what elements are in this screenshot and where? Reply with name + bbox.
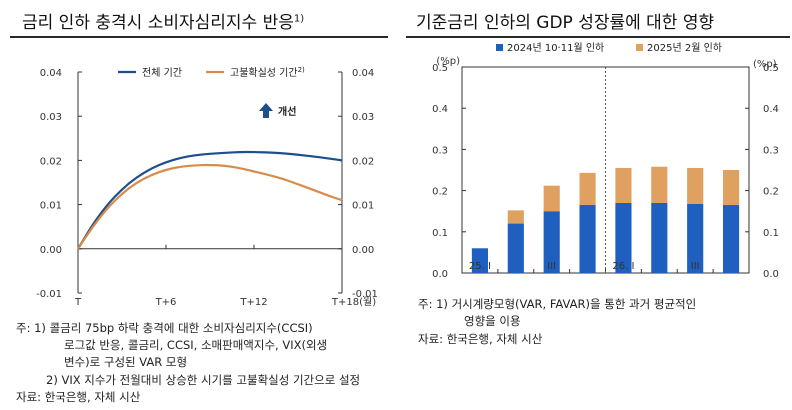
y-tick-label: -0.01 — [36, 289, 62, 300]
y2-unit-label: (%p) — [753, 59, 777, 70]
x-tick-label: 26. I — [612, 261, 634, 272]
x-tick-label: T+12 — [239, 297, 267, 308]
left-chart-panel: 금리 인하 충격시 소비자심리지수 반응1) -0.01 0.00 0.01 0.02… — [10, 8, 388, 404]
legend-label-footnote: 2) — [298, 66, 305, 74]
left-note-line-4: 2) VIX 지수가 전월대비 상승한 시기를 고불확실성 기간으로 설정 — [46, 373, 361, 387]
y2-tick-label: 0.5 — [763, 63, 779, 74]
x-tick-label: III — [691, 261, 700, 272]
bar-2024-cut — [507, 223, 524, 273]
y2-tick-label: 0.04 — [352, 68, 374, 79]
x-tick-label: 25. I — [469, 261, 491, 272]
right-note-line-2: 영향을 이용 — [464, 314, 521, 328]
y-tick-label: 0.01 — [40, 201, 62, 212]
right-note-line-1: 주: 1) 거시계량모형(VAR, FAVAR)을 통한 과거 평균적인 — [418, 297, 697, 311]
y2-tick-label: -0.01 — [352, 289, 378, 300]
bar-2025-cut — [687, 167, 704, 204]
left-title-rule — [10, 36, 388, 38]
y-tick-label: 0.03 — [40, 112, 62, 123]
y-tick-label: 0.4 — [432, 104, 448, 115]
bar-2025-cut — [507, 210, 524, 224]
y-tick-label: 0.5 — [432, 63, 448, 74]
bar-2025-cut — [579, 172, 596, 206]
y-tick-label: 0.2 — [432, 187, 448, 198]
bar-2024-cut — [687, 203, 704, 273]
left-source-line: 자료: 한국은행, 자체 시산 — [16, 390, 141, 404]
left-chart-title-text: 금리 인하 충격시 소비자심리지수 반응 — [22, 13, 294, 33]
left-line-chart: -0.01 0.00 0.01 0.02 0.03 0.04 -0.01 0.00 0.01 0.… — [36, 66, 378, 308]
y2-tick-label: 0.0 — [763, 269, 779, 280]
series-line-high-uncertainty — [77, 163, 343, 250]
bar-2024-cut — [722, 205, 740, 273]
x-tick-label: T+18(월) — [331, 296, 376, 308]
plot-frame — [461, 66, 750, 274]
right-source-line: 자료: 한국은행, 자체 시산 — [418, 332, 543, 346]
left-note-line-3: 변수)로 구성된 VAR 모형 — [64, 355, 188, 369]
bar-2025-cut — [615, 167, 632, 203]
bar-2025-cut — [651, 166, 668, 203]
legend-swatch — [636, 44, 643, 51]
bar-2024-cut — [651, 202, 668, 273]
y-tick-label: 0.02 — [40, 156, 62, 167]
y-unit-label: (%p) — [436, 56, 460, 67]
bar-2025-cut — [722, 170, 740, 206]
left-chart-title-footnote: 1) — [293, 13, 305, 25]
right-title-rule — [406, 36, 790, 38]
left-chart-title: 금리 인하 충격시 소비자심리지수 반응1) — [22, 8, 304, 33]
y-tick-label: 0.3 — [432, 145, 448, 156]
y2-tick-label: 0.1 — [763, 228, 779, 239]
bar-2024-cut — [615, 202, 632, 273]
x-tick-label: III — [547, 261, 556, 272]
x-tick-label: T+6 — [155, 297, 177, 308]
right-bar-chart: 0.0 0.00.1 0.10.2 0.20.3 0.30.4 0.40.5 0.5(%p)… — [432, 41, 779, 280]
y-tick-label: 0.04 — [40, 68, 62, 79]
bar-2024-cut — [471, 248, 489, 273]
y2-tick-label: 0.02 — [352, 156, 374, 167]
y-tick-label: 0.0 — [432, 269, 448, 280]
y-tick-label: 0.00 — [40, 245, 62, 256]
y2-tick-label: 0.00 — [352, 245, 374, 256]
y2-tick-label: 0.2 — [763, 187, 779, 198]
improvement-arrow-icon — [259, 103, 273, 118]
legend-label: 전체 기간 — [142, 67, 182, 79]
right-chart-panel: 기준금리 인하의 GDP 성장률에 대한 영향 0.0 0.0 0.1 0.1 0.2 0… — [404, 0, 792, 410]
legend-label: 2025년 2월 인하 — [647, 41, 722, 54]
series-line-total — [77, 150, 343, 250]
bar-2024-cut — [579, 205, 596, 273]
bar-2025-cut — [543, 185, 560, 212]
left-note-line-1: 주: 1) 콜금리 75bp 하락 충격에 대한 소비자심리지수(CCSI) — [16, 321, 313, 335]
y2-tick-label: 0.01 — [352, 201, 374, 212]
legend-label: 고불확실성 기간2) — [230, 66, 305, 79]
y2-tick-label: 0.03 — [352, 112, 374, 123]
y-tick-label: 0.1 — [432, 228, 448, 239]
y2-tick-label: 0.3 — [763, 145, 779, 156]
left-note-line-2: 로그값 반응, 콜금리, CCSI, 소매판매액지수, VIX(외생 — [64, 338, 328, 352]
improvement-annotation: 개선 — [278, 105, 296, 118]
legend-label: 2024년 10·11월 인하 — [507, 41, 604, 54]
y2-tick-label: 0.4 — [763, 104, 779, 115]
right-chart-title: 기준금리 인하의 GDP 성장률에 대한 영향 — [416, 13, 715, 33]
x-tick-label: T — [74, 297, 82, 308]
legend-swatch — [496, 44, 503, 51]
bar-2024-cut — [543, 211, 560, 273]
